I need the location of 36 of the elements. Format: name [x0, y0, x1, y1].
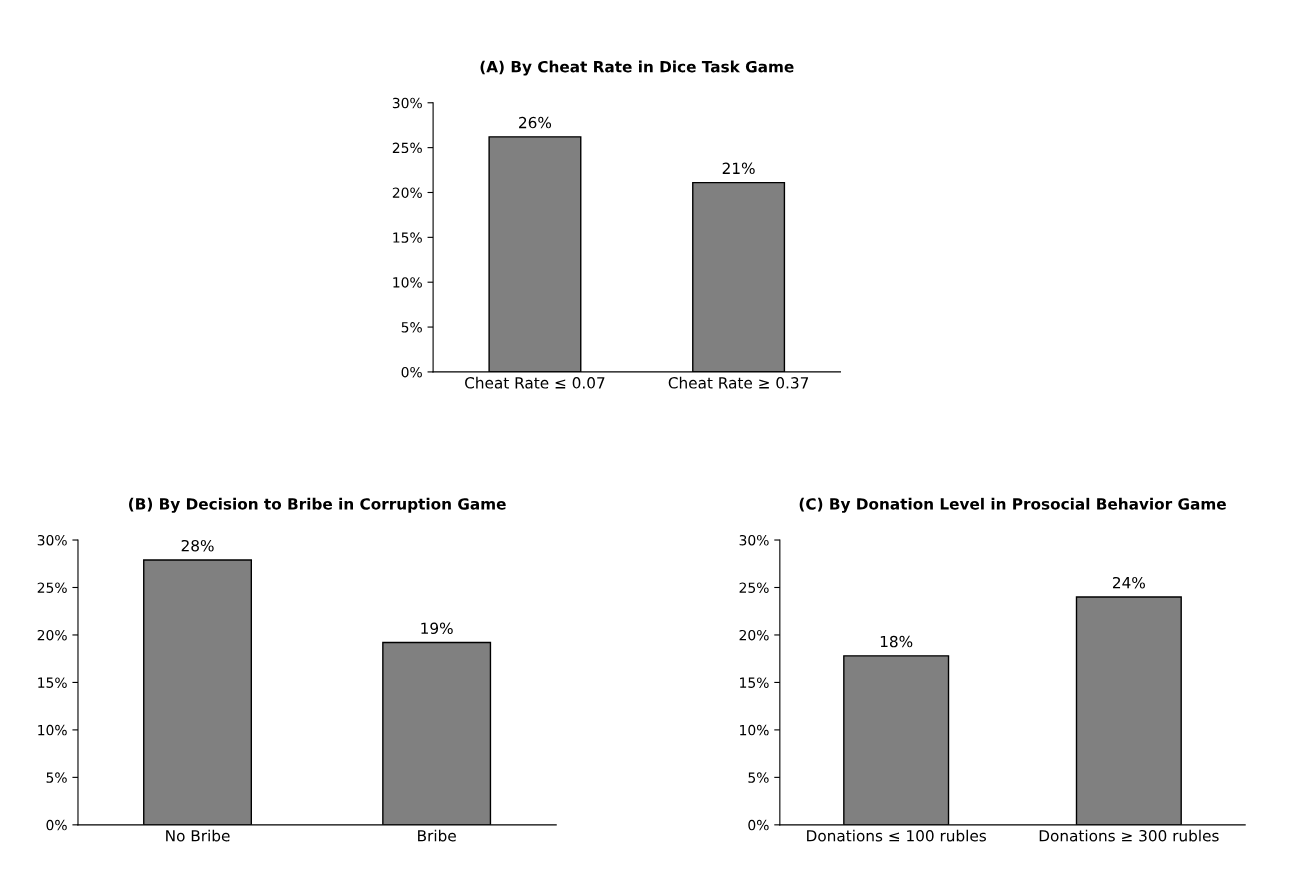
y-tick-label: 15%: [740, 677, 769, 688]
x-tick-label: No Bribe: [166, 829, 230, 842]
y-tick-label: 0%: [401, 366, 422, 378]
data-label: 19%: [421, 622, 453, 635]
y-tick-label: 30%: [739, 534, 769, 546]
chart-title: (C) By Donation Level in Prosocial Behavior Game: [799, 497, 1226, 513]
y-tick-label: 25%: [392, 142, 422, 154]
y-tick-label: 10%: [740, 724, 769, 736]
chart-title: (B) By Decision to Bribe in Corruption Game: [129, 497, 506, 513]
y-tick-label: 30%: [392, 97, 422, 109]
y-tick-label: 0%: [748, 819, 769, 831]
y-tick-label: 10%: [393, 277, 422, 288]
y-tick-label: 5%: [748, 772, 769, 783]
x-tick-label: Bribe: [418, 829, 456, 842]
x-tick-label: Donations ≥ 300 rubles: [1039, 829, 1219, 842]
y-tick-label: 25%: [739, 582, 769, 593]
y-tick-label: 20%: [37, 629, 67, 641]
y-tick-label: 25%: [37, 582, 67, 593]
x-tick-label: Donations ≤ 100 rubles: [807, 829, 987, 842]
y-tick-label: 10%: [38, 724, 67, 736]
y-tick-label: 15%: [38, 677, 67, 688]
y-tick-label: 5%: [401, 322, 422, 333]
y-tick-label: 0%: [46, 819, 67, 831]
y-tick-label: 5%: [46, 772, 67, 783]
x-tick-label: Cheat Rate ≥ 0.37: [668, 376, 809, 389]
data-label: 28%: [181, 539, 214, 552]
data-label: 26%: [519, 116, 552, 129]
chart-title: (A) By Cheat Rate in Dice Task Game: [480, 60, 794, 76]
x-tick-label: Cheat Rate ≤ 0.07: [465, 376, 605, 389]
y-tick-label: 20%: [392, 187, 422, 198]
data-label: 18%: [880, 635, 913, 648]
data-label: 24%: [1112, 576, 1145, 589]
y-tick-label: 20%: [739, 629, 769, 641]
y-tick-label: 15%: [393, 232, 422, 243]
data-label: 21%: [722, 162, 755, 175]
y-tick-label: 30%: [37, 534, 67, 546]
